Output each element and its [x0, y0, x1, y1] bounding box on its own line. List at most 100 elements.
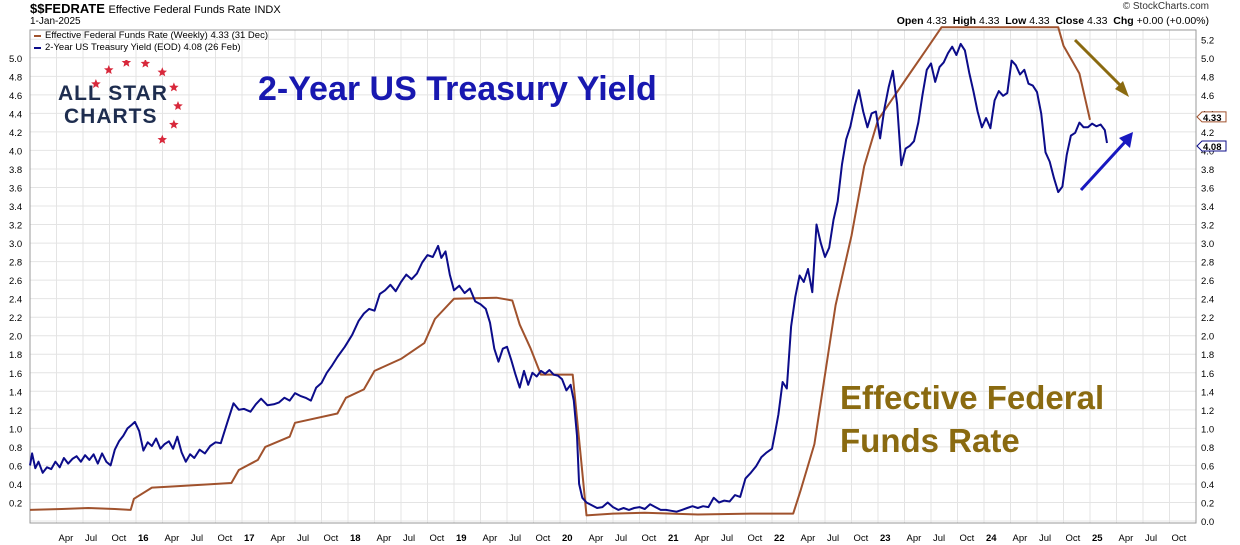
x-tick-label: Oct	[960, 533, 975, 544]
x-tick-label: Apr	[907, 533, 922, 544]
y-tick-label-left: 1.6	[9, 369, 22, 380]
y-tick-label-right: 0.0	[1201, 517, 1214, 528]
x-tick-label: Apr	[1119, 533, 1134, 544]
y-tick-label-left: 4.4	[9, 109, 22, 120]
x-tick-label: Jul	[85, 533, 97, 544]
y-tick-label-left: 1.2	[9, 406, 22, 417]
y-tick-label-right: 3.4	[1201, 202, 1214, 213]
y-tick-label-left: 3.8	[9, 165, 22, 176]
y-tick-label-right: 2.8	[1201, 258, 1214, 269]
y-tick-label-left: 4.6	[9, 91, 22, 102]
x-tick-label: Apr	[59, 533, 74, 544]
y-tick-label-left: 1.8	[9, 350, 22, 361]
right-axis: 0.0 0.2 0.4 0.6 0.8 1.0 1.2 1.4 1.6 1.8 2.0 2.2 2.4 2…	[1201, 35, 1214, 528]
marker-fed-box	[1196, 111, 1227, 123]
logo-stars-icon	[91, 60, 183, 144]
x-tick-label: 18	[350, 533, 361, 544]
y-tick-label-left: 2.8	[9, 258, 22, 269]
y-tick-label-right: 1.0	[1201, 424, 1214, 435]
x-tick-label: Apr	[695, 533, 710, 544]
series-line-ust	[29, 42, 1108, 513]
x-tick-label: Oct	[854, 533, 869, 544]
y-tick-label-right: 1.4	[1201, 387, 1214, 398]
high-value: 4.33	[978, 15, 1000, 27]
y-tick-label-left: 0.6	[9, 461, 22, 472]
plot-frame	[29, 29, 1197, 524]
x-tick-label: 25	[1092, 533, 1103, 544]
series-line-fed	[29, 26, 1091, 517]
y-tick-label-left: 0.4	[9, 480, 22, 491]
logo-line2: CHARTS	[64, 105, 158, 128]
y-tick-label-right: 2.0	[1201, 332, 1214, 343]
x-tick-label: Jul	[191, 533, 203, 544]
up-arrow-shaft	[1079, 140, 1127, 192]
x-tick-label: Oct	[536, 533, 551, 544]
symbol-ticker: $$FEDRATE	[30, 1, 105, 16]
ohlc-readout: Open 4.33 High 4.33 Low 4.33 Close 4.33 …	[897, 15, 1209, 27]
all-star-charts-logo: ALL STAR CHARTS	[54, 60, 214, 150]
y-tick-label-right: 3.6	[1201, 183, 1214, 194]
y-tick-label-left: 4.2	[9, 128, 22, 139]
symbol-header: $$FEDRATE Effective Federal Funds Rate I…	[30, 1, 281, 16]
y-tick-label-left: 4.8	[9, 72, 22, 83]
x-tick-label: Oct	[1172, 533, 1187, 544]
y-tick-label-right: 5.2	[1201, 35, 1214, 46]
y-tick-label-right: 4.2	[1201, 128, 1214, 139]
y-tick-label-right: 4.6	[1201, 91, 1214, 102]
open-value: 4.33	[926, 15, 947, 27]
x-tick-label: Apr	[165, 533, 180, 544]
x-axis: Apr Jul Oct 16 Apr Jul Oct 17 Apr Jul Oct 18 Apr Jul O…	[59, 533, 1187, 544]
marker-ust-label: 4.08	[1203, 142, 1222, 153]
x-tick-label: Jul	[721, 533, 733, 544]
logo-star	[173, 101, 183, 110]
chart-grid	[30, 30, 1196, 523]
y-tick-label-right: 2.6	[1201, 276, 1214, 287]
logo-line1: ALL STAR	[58, 82, 168, 105]
y-tick-label-right: 1.8	[1201, 350, 1214, 361]
x-tick-label: Apr	[801, 533, 816, 544]
x-tick-label: Jul	[297, 533, 309, 544]
down-arrow-head	[1115, 81, 1129, 97]
x-tick-label: 16	[138, 533, 149, 544]
y-tick-label-left: 3.2	[9, 221, 22, 232]
y-tick-label-left: 0.8	[9, 443, 22, 454]
y-tick-label-left: 3.6	[9, 183, 22, 194]
logo-star	[121, 60, 132, 67]
x-tick-label: 20	[562, 533, 573, 544]
y-tick-label-right: 4.0	[1201, 146, 1214, 157]
x-tick-label: Jul	[615, 533, 627, 544]
y-tick-label-right: 4.8	[1201, 72, 1214, 83]
y-tick-label-right: 0.8	[1201, 443, 1214, 454]
y-tick-label-left: 1.0	[9, 424, 22, 435]
y-tick-label-left: 3.0	[9, 239, 22, 250]
x-tick-label: Oct	[430, 533, 445, 544]
marker-ust: 4.08	[1196, 140, 1227, 153]
y-tick-label-left: 1.4	[9, 387, 22, 398]
x-tick-label: Jul	[827, 533, 839, 544]
x-tick-label: Oct	[1066, 533, 1081, 544]
copyright: © StockCharts.com	[1122, 1, 1209, 12]
x-tick-label: Oct	[748, 533, 763, 544]
x-tick-label: Oct	[324, 533, 339, 544]
x-tick-label: 24	[986, 533, 997, 544]
x-tick-label: Oct	[112, 533, 127, 544]
x-tick-label: Jul	[1145, 533, 1157, 544]
last-value-markers: 4.33 4.08	[1196, 111, 1227, 153]
x-tick-label: Apr	[483, 533, 498, 544]
marker-fed: 4.33	[1196, 111, 1227, 124]
x-tick-label: 19	[456, 533, 467, 544]
y-tick-label-right: 5.0	[1201, 54, 1214, 65]
legend-label-ust: 2-Year US Treasury Yield (EOD) 4.08 (26 …	[45, 42, 241, 53]
x-tick-label: 22	[774, 533, 785, 544]
logo-star	[169, 82, 179, 92]
logo-star	[104, 65, 114, 74]
low-value: 4.33	[1029, 15, 1050, 27]
y-tick-label-left: 2.6	[9, 276, 22, 287]
title-2y-treasury: 2-Year US Treasury Yield	[258, 70, 657, 108]
high-label: High	[952, 15, 977, 27]
title-ffr: Effective Federal Funds Rate	[840, 379, 1105, 459]
y-tick-label-left: 2.2	[9, 313, 22, 324]
close-value: 4.33	[1086, 15, 1108, 27]
y-tick-label-left: 0.2	[9, 498, 22, 509]
